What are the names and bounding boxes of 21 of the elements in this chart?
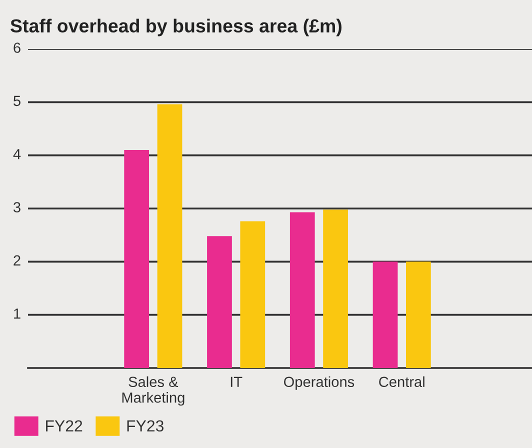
x-tick-label: Sales & Marketing (122, 376, 184, 406)
x-tick-label: Operations (284, 376, 354, 390)
y-tick-label: 1 (14, 308, 20, 319)
y-tick-label: 2 (14, 255, 20, 266)
legend-label: FY23 (127, 420, 164, 432)
bar (290, 212, 315, 368)
bar (323, 210, 348, 368)
bar (124, 150, 150, 368)
legend-label: FY22 (46, 420, 82, 432)
bar (372, 262, 398, 368)
y-tick-label: 4 (13, 149, 21, 160)
x-tick-label: Central (379, 376, 424, 388)
bar (406, 262, 431, 368)
chart-title: Staff overhead by business area (£m) (10, 18, 342, 36)
y-tick-label: 3 (14, 202, 20, 212)
y-tick-label: 6 (14, 42, 20, 53)
bar (240, 221, 266, 368)
bar (207, 236, 232, 368)
y-tick-label: 5 (14, 96, 20, 106)
bar (157, 104, 182, 368)
x-tick-label: IT (230, 376, 242, 387)
